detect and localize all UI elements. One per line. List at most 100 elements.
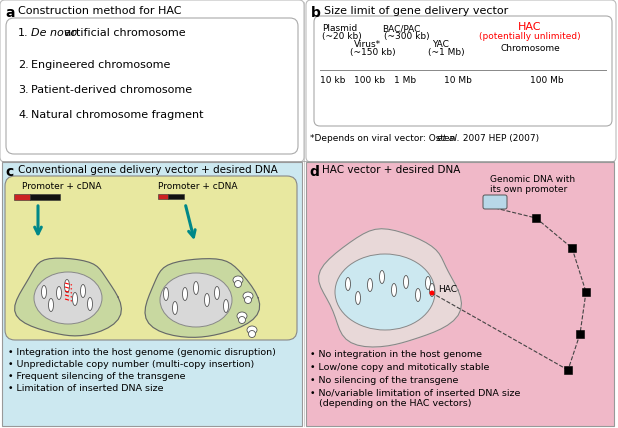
Ellipse shape <box>193 282 198 294</box>
Ellipse shape <box>415 288 420 301</box>
Bar <box>306 162 614 426</box>
Ellipse shape <box>224 300 229 312</box>
Ellipse shape <box>88 297 93 310</box>
Text: 100 kb: 100 kb <box>354 76 385 85</box>
Ellipse shape <box>404 276 408 288</box>
Polygon shape <box>15 258 121 336</box>
Ellipse shape <box>368 279 373 291</box>
FancyBboxPatch shape <box>0 0 304 162</box>
Text: (~20 kb): (~20 kb) <box>322 32 362 41</box>
Text: • Low/one copy and mitotically stable: • Low/one copy and mitotically stable <box>310 363 489 372</box>
Ellipse shape <box>80 285 85 297</box>
Bar <box>168 194 184 199</box>
Bar <box>14 194 30 200</box>
Text: Virus*: Virus* <box>354 40 381 49</box>
Ellipse shape <box>391 283 397 297</box>
Text: Promoter + cDNA: Promoter + cDNA <box>22 182 101 191</box>
Text: Chromosome: Chromosome <box>500 44 560 53</box>
Text: 3.: 3. <box>18 85 28 95</box>
Text: Conventional gene delivery vector + desired DNA: Conventional gene delivery vector + desi… <box>18 165 277 175</box>
Text: d: d <box>309 165 319 179</box>
Text: Natural chromosome fragment: Natural chromosome fragment <box>31 110 203 120</box>
Text: c: c <box>5 165 13 179</box>
Text: 10 kb: 10 kb <box>320 76 345 85</box>
Ellipse shape <box>430 283 434 297</box>
Ellipse shape <box>345 277 350 291</box>
Ellipse shape <box>48 298 54 312</box>
Polygon shape <box>145 259 260 337</box>
Ellipse shape <box>72 292 77 306</box>
Text: 1.: 1. <box>18 28 28 38</box>
Bar <box>568 244 576 252</box>
Text: • Unpredictable copy number (multi-copy insertion): • Unpredictable copy number (multi-copy … <box>8 360 254 369</box>
Bar <box>158 194 168 199</box>
FancyBboxPatch shape <box>314 16 612 126</box>
Ellipse shape <box>233 276 243 284</box>
Ellipse shape <box>64 279 69 292</box>
Text: • Limitation of inserted DNA size: • Limitation of inserted DNA size <box>8 384 164 393</box>
Ellipse shape <box>160 273 232 327</box>
Text: HAC vector + desired DNA: HAC vector + desired DNA <box>322 165 460 175</box>
Text: (~1 Mb): (~1 Mb) <box>428 48 465 57</box>
Ellipse shape <box>172 301 177 315</box>
Text: De novo: De novo <box>31 28 77 38</box>
Text: Plasmid: Plasmid <box>322 24 357 33</box>
Circle shape <box>234 280 242 288</box>
Text: et al.: et al. <box>437 134 460 143</box>
Text: (~300 kb): (~300 kb) <box>384 32 430 41</box>
Text: 2007 HEP (2007): 2007 HEP (2007) <box>460 134 539 143</box>
Text: 4.: 4. <box>18 110 29 120</box>
Text: HAC: HAC <box>438 285 457 294</box>
Ellipse shape <box>247 326 257 334</box>
Ellipse shape <box>335 254 435 330</box>
Ellipse shape <box>426 276 431 289</box>
Ellipse shape <box>243 292 253 300</box>
Ellipse shape <box>214 286 219 300</box>
Text: Engineered chromosome: Engineered chromosome <box>31 60 171 70</box>
Ellipse shape <box>237 312 247 320</box>
Bar <box>564 366 572 374</box>
Bar <box>2 162 302 426</box>
Text: b: b <box>311 6 321 20</box>
Bar <box>582 288 590 296</box>
Text: Genomic DNA with: Genomic DNA with <box>490 175 575 184</box>
Text: • Frequent silencing of the transgene: • Frequent silencing of the transgene <box>8 372 185 381</box>
FancyBboxPatch shape <box>306 0 616 162</box>
Text: Size limit of gene delivery vector: Size limit of gene delivery vector <box>324 6 508 16</box>
FancyBboxPatch shape <box>483 195 507 209</box>
Text: 1 Mb: 1 Mb <box>394 76 416 85</box>
Text: artificial chromosome: artificial chromosome <box>61 28 185 38</box>
Ellipse shape <box>355 291 360 304</box>
Circle shape <box>245 297 252 303</box>
Text: (potentially unlimited): (potentially unlimited) <box>479 32 581 41</box>
Text: (depending on the HAC vectors): (depending on the HAC vectors) <box>310 399 472 408</box>
Text: Promoter + cDNA: Promoter + cDNA <box>158 182 237 191</box>
Ellipse shape <box>164 288 169 300</box>
Text: YAC: YAC <box>432 40 449 49</box>
Text: a: a <box>5 6 14 20</box>
Bar <box>576 330 584 338</box>
Ellipse shape <box>205 294 210 306</box>
Text: 10 Mb: 10 Mb <box>444 76 472 85</box>
Ellipse shape <box>34 272 102 324</box>
Text: • Integration into the host genome (genomic disruption): • Integration into the host genome (geno… <box>8 348 276 357</box>
FancyBboxPatch shape <box>6 18 298 154</box>
Text: 2.: 2. <box>18 60 29 70</box>
Ellipse shape <box>41 285 46 298</box>
Circle shape <box>430 291 434 295</box>
Polygon shape <box>319 229 462 347</box>
Text: 100 Mb: 100 Mb <box>530 76 564 85</box>
Text: HAC: HAC <box>519 22 542 32</box>
Ellipse shape <box>379 270 384 283</box>
Ellipse shape <box>56 286 62 300</box>
Text: BAC/PAC: BAC/PAC <box>382 24 420 33</box>
Ellipse shape <box>182 288 187 300</box>
Circle shape <box>239 316 245 324</box>
Text: • No silencing of the transgene: • No silencing of the transgene <box>310 376 459 385</box>
Bar <box>30 194 60 200</box>
Text: • No integration in the host genome: • No integration in the host genome <box>310 350 482 359</box>
Text: (~150 kb): (~150 kb) <box>350 48 396 57</box>
Text: Patient-derived chromosome: Patient-derived chromosome <box>31 85 192 95</box>
Text: its own promoter: its own promoter <box>490 185 567 194</box>
FancyBboxPatch shape <box>5 176 297 340</box>
